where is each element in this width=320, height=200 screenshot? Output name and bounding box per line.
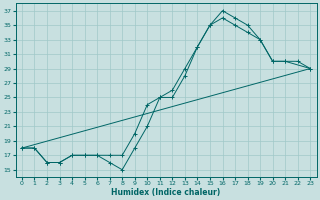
X-axis label: Humidex (Indice chaleur): Humidex (Indice chaleur) bbox=[111, 188, 221, 197]
